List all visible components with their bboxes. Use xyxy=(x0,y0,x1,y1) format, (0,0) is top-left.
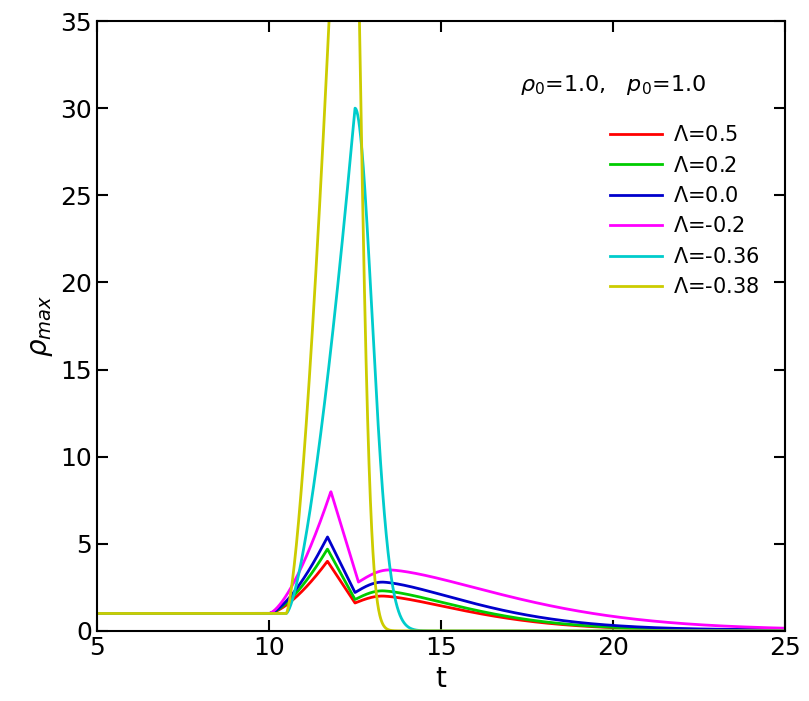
Line: Λ=-0.38: Λ=-0.38 xyxy=(97,0,785,631)
Λ=-0.38 xyxy=(211,609,221,618)
X-axis label: t: t xyxy=(435,665,447,693)
Λ=0.0 xyxy=(780,625,790,634)
Λ=0.0 xyxy=(386,578,396,587)
Λ=-0.2 xyxy=(780,624,790,632)
Λ=-0.36 xyxy=(767,627,777,635)
Λ=0.2 xyxy=(693,625,702,634)
Λ=0.2 xyxy=(92,609,102,618)
Λ=0.5 xyxy=(693,625,702,634)
Λ=0.5 xyxy=(356,597,366,605)
Λ=0.5 xyxy=(171,609,180,618)
Λ=-0.2 xyxy=(92,609,102,618)
Λ=0.0 xyxy=(767,625,777,634)
Λ=-0.36 xyxy=(211,609,221,618)
Legend: $\Lambda$=0.5, $\Lambda$=0.2, $\Lambda$=0.0, $\Lambda$=-0.2, $\Lambda$=-0.36, $\: $\Lambda$=0.5, $\Lambda$=0.2, $\Lambda$=… xyxy=(602,117,768,306)
Λ=0.0 xyxy=(323,533,332,541)
Line: Λ=-0.36: Λ=-0.36 xyxy=(97,108,785,631)
Λ=0.5 xyxy=(780,626,790,634)
Λ=0.5 xyxy=(92,609,102,618)
Λ=-0.38 xyxy=(765,627,775,635)
Λ=-0.38 xyxy=(356,107,366,115)
Λ=-0.2 xyxy=(356,576,366,585)
Λ=-0.2 xyxy=(693,620,702,629)
Λ=0.5 xyxy=(767,626,777,634)
Λ=-0.38 xyxy=(171,609,180,618)
Λ=0.5 xyxy=(211,609,221,618)
Λ=-0.36 xyxy=(386,570,396,578)
Λ=0.0 xyxy=(693,625,702,633)
Λ=-0.38 xyxy=(780,627,790,635)
Λ=-0.36 xyxy=(350,104,360,112)
Λ=0.2 xyxy=(767,626,777,634)
Λ=0.0 xyxy=(211,609,221,618)
Λ=-0.36 xyxy=(356,136,366,144)
Λ=-0.2 xyxy=(767,624,777,632)
Λ=0.2 xyxy=(211,609,221,618)
Text: $\rho_0$=1.0,   $p_0$=1.0: $\rho_0$=1.0, $p_0$=1.0 xyxy=(520,73,706,97)
Λ=0.0 xyxy=(92,609,102,618)
Line: Λ=0.0: Λ=0.0 xyxy=(97,537,785,629)
Line: Λ=0.5: Λ=0.5 xyxy=(97,562,785,630)
Λ=0.5 xyxy=(386,592,396,601)
Λ=-0.38 xyxy=(767,627,777,635)
Λ=0.2 xyxy=(171,609,180,618)
Λ=0.2 xyxy=(386,587,396,596)
Y-axis label: $\rho_{max}$: $\rho_{max}$ xyxy=(27,295,55,357)
Λ=-0.2 xyxy=(211,609,221,618)
Λ=-0.2 xyxy=(171,609,180,618)
Λ=-0.2 xyxy=(326,488,336,496)
Λ=-0.38 xyxy=(693,627,702,635)
Line: Λ=-0.2: Λ=-0.2 xyxy=(97,492,785,628)
Λ=0.2 xyxy=(356,592,366,601)
Λ=-0.36 xyxy=(780,627,790,635)
Line: Λ=0.2: Λ=0.2 xyxy=(97,549,785,630)
Λ=0.0 xyxy=(171,609,180,618)
Λ=0.2 xyxy=(780,626,790,634)
Λ=-0.36 xyxy=(693,627,702,635)
Λ=-0.38 xyxy=(386,626,396,634)
Λ=0.2 xyxy=(323,545,332,553)
Λ=-0.2 xyxy=(386,566,396,574)
Λ=-0.38 xyxy=(92,609,102,618)
Λ=0.0 xyxy=(356,585,366,593)
Λ=-0.36 xyxy=(171,609,180,618)
Λ=-0.36 xyxy=(92,609,102,618)
Λ=0.5 xyxy=(323,557,332,566)
